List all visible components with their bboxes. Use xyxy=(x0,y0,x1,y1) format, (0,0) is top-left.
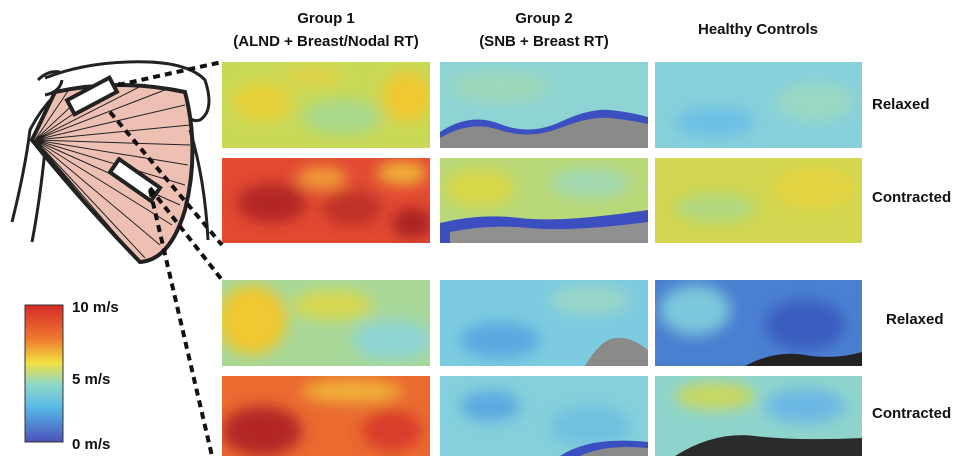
elastogram xyxy=(655,376,862,456)
elastogram xyxy=(217,280,432,366)
column-subtitle: (SNB + Breast RT) xyxy=(479,33,609,50)
elastogram xyxy=(440,280,648,366)
column-title: Healthy Controls xyxy=(698,21,818,38)
colorbar-label: 5 m/s xyxy=(72,371,110,388)
elastogram xyxy=(222,158,432,243)
row-label: Relaxed xyxy=(886,311,944,328)
shoulder-diagram xyxy=(12,62,209,262)
elastogram xyxy=(222,376,430,456)
elastogram xyxy=(222,62,432,148)
elastogram xyxy=(655,158,862,243)
colorbar xyxy=(25,305,63,442)
elastogram xyxy=(440,158,648,243)
colorbar-label: 10 m/s xyxy=(72,299,119,316)
column-title: Group 2 xyxy=(515,10,573,27)
elastogram xyxy=(440,62,648,148)
elastogram xyxy=(655,280,862,366)
elastogram xyxy=(440,376,648,456)
row-label: Contracted xyxy=(872,189,951,206)
column-subtitle: (ALND + Breast/Nodal RT) xyxy=(233,33,418,50)
figure: Group 1 (ALND + Breast/Nodal RT) Group 2… xyxy=(0,0,976,456)
colorbar-label: 0 m/s xyxy=(72,436,110,453)
elastogram xyxy=(655,62,862,148)
row-label: Relaxed xyxy=(872,96,930,113)
column-title: Group 1 xyxy=(297,10,355,27)
row-label: Contracted xyxy=(872,405,951,422)
